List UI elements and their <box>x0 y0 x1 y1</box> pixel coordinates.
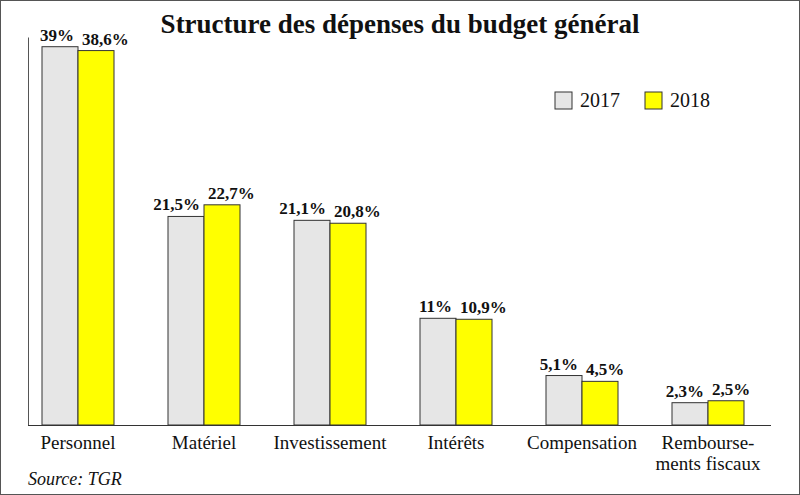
legend-swatch <box>555 92 572 109</box>
bar <box>78 51 114 425</box>
bars <box>42 47 744 425</box>
y-axis-line <box>28 38 29 426</box>
legend-label: 2018 <box>670 89 710 111</box>
bar <box>546 376 582 425</box>
bar <box>456 319 492 425</box>
source: Source: TGR <box>28 469 122 489</box>
x-tick-label: Personnel <box>41 432 116 453</box>
data-label: 4,5% <box>586 360 624 379</box>
x-tick-label: Rembourse-ments fiscaux <box>655 432 761 474</box>
bar <box>330 223 366 425</box>
x-axis: Personnel Matériel Investissement Intérêts C… <box>28 425 771 474</box>
bar <box>708 401 744 425</box>
data-label: 39% <box>40 26 74 45</box>
x-tick: Intérêts <box>428 425 485 453</box>
x-tick-label: Investissement <box>274 432 388 453</box>
x-tick: Personnel <box>41 425 116 453</box>
data-label: 5,1% <box>540 355 578 374</box>
bar <box>204 205 240 425</box>
x-tick: Rembourse-ments fiscaux <box>655 425 761 474</box>
bar <box>168 216 204 425</box>
bar <box>420 318 456 425</box>
data-label: 10,9% <box>460 298 507 317</box>
x-tick: Investissement <box>274 425 388 453</box>
x-tick: Matériel <box>172 425 236 453</box>
data-label: 2,5% <box>712 380 750 399</box>
legend-swatch <box>645 92 662 109</box>
data-label: 22,7% <box>208 184 255 203</box>
data-label: 20,8% <box>334 202 381 221</box>
data-label: 21,5% <box>153 195 200 214</box>
data-label: 11% <box>419 297 452 316</box>
data-labels: 39% 21,5% 21,1% 11% 5,1% 2,3% 38,6% 22,7% 20,8% 1… <box>40 26 750 401</box>
x-tick-label: Matériel <box>172 432 236 453</box>
legend: 2017 2018 <box>555 89 710 111</box>
frame <box>1 1 800 495</box>
chart: Structure des dépenses du budget général… <box>0 0 800 495</box>
data-label: 38,6% <box>82 30 129 49</box>
y-axis <box>28 38 29 426</box>
x-tick-label: Intérêts <box>428 432 485 453</box>
title: Structure des dépenses du budget général <box>161 9 640 39</box>
bar <box>672 403 708 425</box>
x-axis-line <box>28 425 771 426</box>
legend-label: 2017 <box>580 89 620 111</box>
x-tick-label: Compensation <box>527 432 637 453</box>
data-label: 2,3% <box>666 382 704 401</box>
bar <box>294 220 330 425</box>
x-tick: Compensation <box>527 425 637 453</box>
data-label: 21,1% <box>279 199 326 218</box>
bar <box>582 381 618 425</box>
bar <box>42 47 78 425</box>
